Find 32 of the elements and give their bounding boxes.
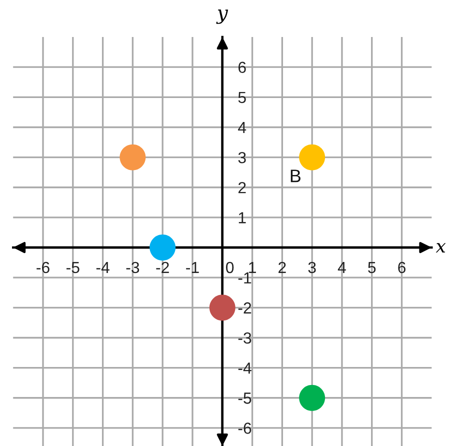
x-tick-label: 0 bbox=[226, 262, 234, 274]
point bbox=[150, 234, 176, 261]
annotation: B bbox=[290, 170, 300, 182]
y-tick-label: 1 bbox=[238, 212, 246, 224]
y-tick-label: 4 bbox=[238, 122, 246, 134]
point bbox=[120, 144, 146, 170]
y-axis-title: y bbox=[216, 10, 228, 24]
x-tick-label: 5 bbox=[368, 262, 376, 274]
y-tick-label: -6 bbox=[238, 422, 252, 434]
x-axis-title: x bbox=[436, 243, 446, 253]
x-tick-label: -1 bbox=[186, 262, 199, 273]
y-tick-label: 3 bbox=[238, 152, 246, 164]
x-tick-label: -3 bbox=[126, 262, 140, 274]
y-tick-label: -4 bbox=[238, 362, 252, 374]
y-tick-label: 5 bbox=[238, 92, 246, 104]
y-tick-label: -3 bbox=[238, 332, 252, 344]
y-tick-label: -2 bbox=[238, 302, 252, 314]
y-tick-label: -5 bbox=[238, 392, 252, 404]
y-tick-label: -1 bbox=[238, 272, 252, 284]
x-tick-label: -2 bbox=[156, 262, 169, 273]
point bbox=[299, 144, 326, 170]
y-tick-label: 2 bbox=[238, 182, 246, 194]
point bbox=[299, 384, 326, 411]
y-tick-label: 6 bbox=[238, 62, 246, 74]
x-tick-label: -4 bbox=[96, 262, 110, 273]
x-tick-label: 6 bbox=[398, 262, 406, 274]
x-tick-label: 2 bbox=[278, 262, 286, 273]
point bbox=[209, 294, 236, 321]
x-tick-label: -5 bbox=[66, 262, 80, 274]
x-tick-label: -6 bbox=[36, 262, 50, 274]
x-tick-label: 3 bbox=[308, 262, 316, 274]
x-tick-label: 4 bbox=[338, 262, 346, 273]
